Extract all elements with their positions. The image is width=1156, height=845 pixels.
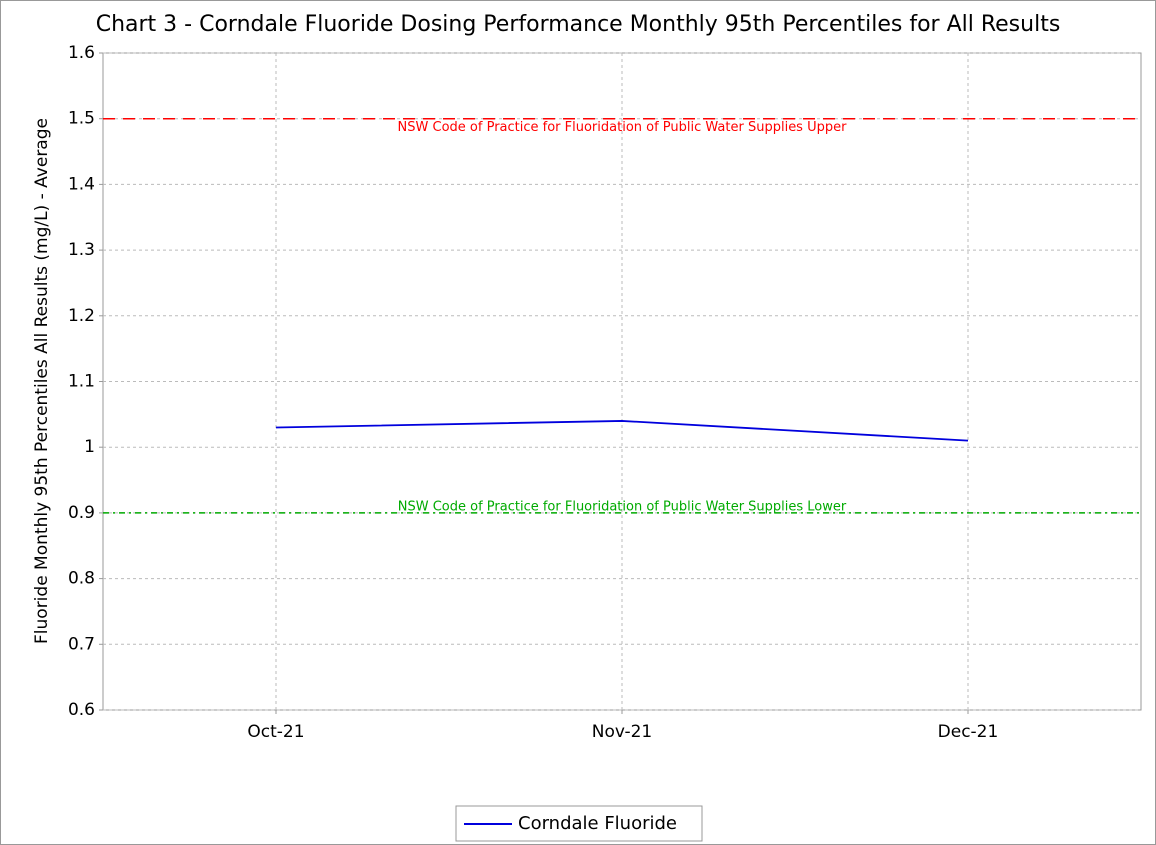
y-tick-label: 1.2 [68,306,95,326]
x-tick-label: Dec-21 [938,722,999,742]
x-tick-label: Oct-21 [247,722,304,742]
y-tick-label: 0.6 [68,700,95,720]
x-tick-label: Nov-21 [592,722,653,742]
chart-title: Chart 3 - Corndale Fluoride Dosing Perfo… [96,12,1061,37]
y-tick-label: 1.3 [68,240,95,260]
y-tick-label: 1.4 [68,174,95,194]
y-tick-label: 1.5 [68,109,95,129]
series-line [275,420,969,442]
y-tick-label: 1 [84,437,95,457]
y-tick-label: 1.6 [68,43,95,63]
legend [455,805,703,842]
y-tick-label: 0.9 [68,503,95,523]
y-tick-label: 0.8 [68,569,95,589]
y-axis-label: Fluoride Monthly 95th Percentiles All Re… [32,118,52,644]
reference-label: NSW Code of Practice for Fluoridation of… [398,499,847,514]
y-tick-label: 1.1 [68,372,95,392]
reference-label: NSW Code of Practice for Fluoridation of… [398,120,848,135]
y-tick-label: 0.7 [68,634,95,654]
legend-label: Corndale Fluoride [518,813,677,834]
